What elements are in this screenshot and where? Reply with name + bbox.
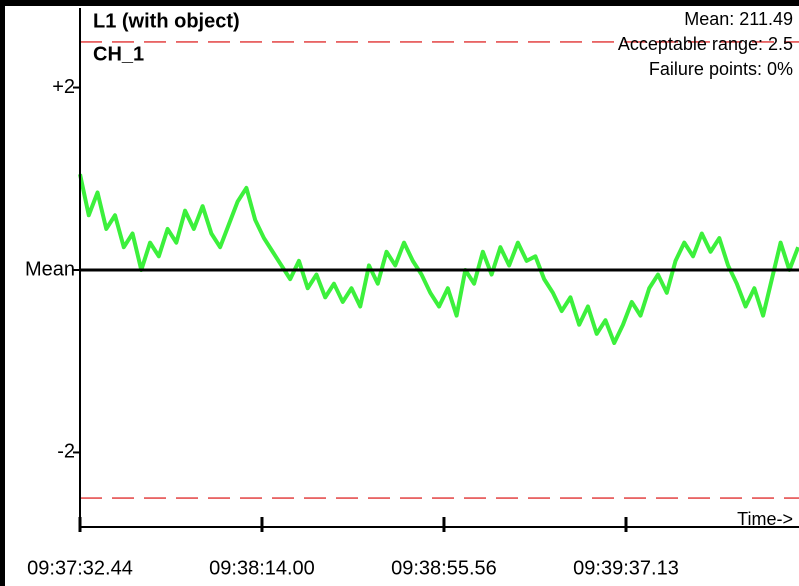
y-tick-label: +2 bbox=[52, 76, 75, 98]
y-tick-label: Mean bbox=[25, 258, 75, 280]
plot-area bbox=[78, 41, 799, 499]
annotation: Failure points: 0% bbox=[649, 59, 793, 79]
annotation: Acceptable range: 2.5 bbox=[618, 34, 793, 54]
top-border bbox=[0, 0, 799, 6]
data-line bbox=[78, 173, 799, 345]
x-axis-label: Time-> bbox=[737, 509, 793, 529]
x-tick-label: 09:39:37.13 bbox=[573, 557, 679, 579]
y-tick-label: -2 bbox=[57, 441, 75, 463]
annotation: Mean: 211.49 bbox=[684, 9, 793, 29]
chart-title: L1 (with object) bbox=[93, 10, 240, 32]
x-tick-label: 09:38:14.00 bbox=[209, 557, 315, 579]
chart-subtitle: CH_1 bbox=[93, 43, 144, 65]
left-border bbox=[0, 0, 5, 586]
x-tick-label: 09:37:32.44 bbox=[27, 557, 133, 579]
x-tick-label: 09:38:55.56 bbox=[391, 557, 497, 579]
